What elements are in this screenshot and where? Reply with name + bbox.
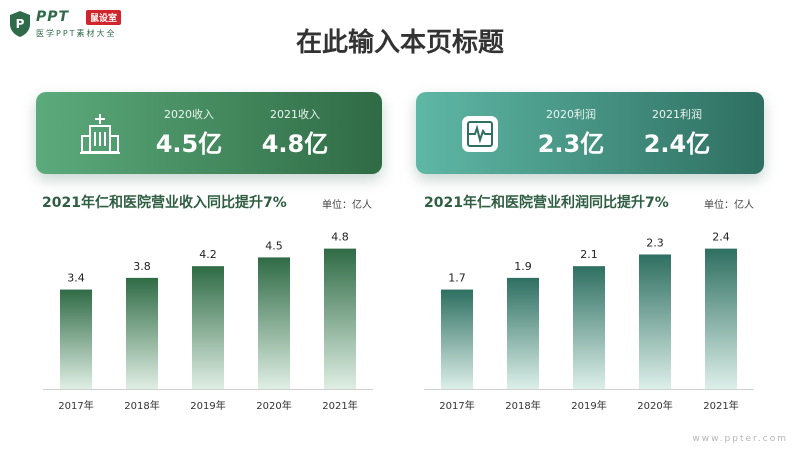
bar-value-label: 1.9 — [514, 260, 532, 273]
page-title[interactable]: 在此输入本页标题 — [295, 28, 504, 58]
bar-value-label: 4.2 — [199, 248, 217, 261]
bar — [192, 266, 224, 389]
hospital-icon — [80, 114, 120, 154]
brand-logo: P PPT 鼠设室 医学PPT素材大全 — [8, 8, 138, 42]
bar — [639, 254, 671, 389]
x-tick-label: 2021年 — [703, 399, 738, 412]
footer-url: www.ppter.com — [692, 434, 788, 444]
x-tick-label: 2020年 — [256, 399, 291, 412]
stat-label: 2021收入 — [270, 108, 320, 121]
stat-label: 2020收入 — [164, 108, 214, 121]
income-2021-stat: 2021收入 4.8亿 — [250, 106, 340, 159]
bar — [258, 257, 290, 389]
stat-label: 2020利润 — [546, 108, 596, 121]
svg-text:P: P — [16, 17, 25, 31]
bar-value-label: 3.8 — [133, 260, 151, 273]
income-summary-card: 2020收入 4.5亿 2021收入 4.8亿 — [36, 92, 382, 174]
bar — [60, 289, 92, 389]
bar-value-label: 1.7 — [448, 272, 466, 285]
bar-value-label: 2.3 — [646, 236, 664, 249]
bar — [441, 289, 473, 389]
heartbeat-monitor-icon — [462, 116, 498, 152]
bar-value-label: 4.5 — [265, 239, 283, 252]
bar — [573, 266, 605, 389]
x-tick-label: 2018年 — [505, 399, 540, 412]
x-tick-label: 2019年 — [571, 399, 606, 412]
stat-value: 2.4亿 — [643, 130, 711, 158]
income-chart-unit: 单位：亿人 — [322, 200, 372, 211]
stat-value: 4.5亿 — [155, 130, 223, 158]
bar-value-label: 4.8 — [331, 231, 349, 244]
x-tick-label: 2017年 — [439, 399, 474, 412]
profit-2021-stat: 2021利润 2.4亿 — [632, 106, 722, 159]
profit-chart-unit: 单位：亿人 — [704, 200, 754, 211]
logo-subtitle: 医学PPT素材大全 — [36, 29, 117, 38]
x-tick-label: 2018年 — [124, 399, 159, 412]
income-bar-chart: 3.4 2017年 3.8 2018年 4.2 2019年 4.5 2020年 4.8 2021年 — [43, 231, 373, 412]
profit-2020-stat: 2020利润 2.3亿 — [526, 106, 616, 159]
x-tick-label: 2017年 — [58, 399, 93, 412]
income-2020-stat: 2020收入 4.5亿 — [144, 106, 234, 159]
stat-label: 2021利润 — [652, 108, 702, 121]
x-tick-label: 2021年 — [322, 399, 357, 412]
logo-tag: 鼠设室 — [86, 10, 122, 25]
logo-text: PPT — [36, 9, 70, 25]
stat-value: 4.8亿 — [261, 130, 329, 158]
stat-value: 2.3亿 — [537, 130, 605, 158]
bar — [126, 277, 158, 389]
bar — [705, 248, 737, 389]
x-tick-label: 2020年 — [637, 399, 672, 412]
bar — [507, 277, 539, 389]
shield-logo-icon: P — [10, 11, 30, 37]
x-tick-label: 2019年 — [190, 399, 225, 412]
profit-summary-card: 2020利润 2.3亿 2021利润 2.4亿 — [416, 92, 764, 174]
profit-chart-title: 2021年仁和医院营业利润同比提升7% — [424, 195, 669, 211]
bar-value-label: 3.4 — [67, 272, 85, 285]
bar-value-label: 2.4 — [712, 231, 730, 244]
bar-value-label: 2.1 — [580, 248, 598, 261]
profit-bar-chart: 1.7 2017年 1.9 2018年 2.1 2019年 2.3 2020年 2.4 2021年 — [424, 231, 754, 412]
income-chart-title: 2021年仁和医院营业收入同比提升7% — [42, 195, 287, 211]
bar — [324, 248, 356, 389]
